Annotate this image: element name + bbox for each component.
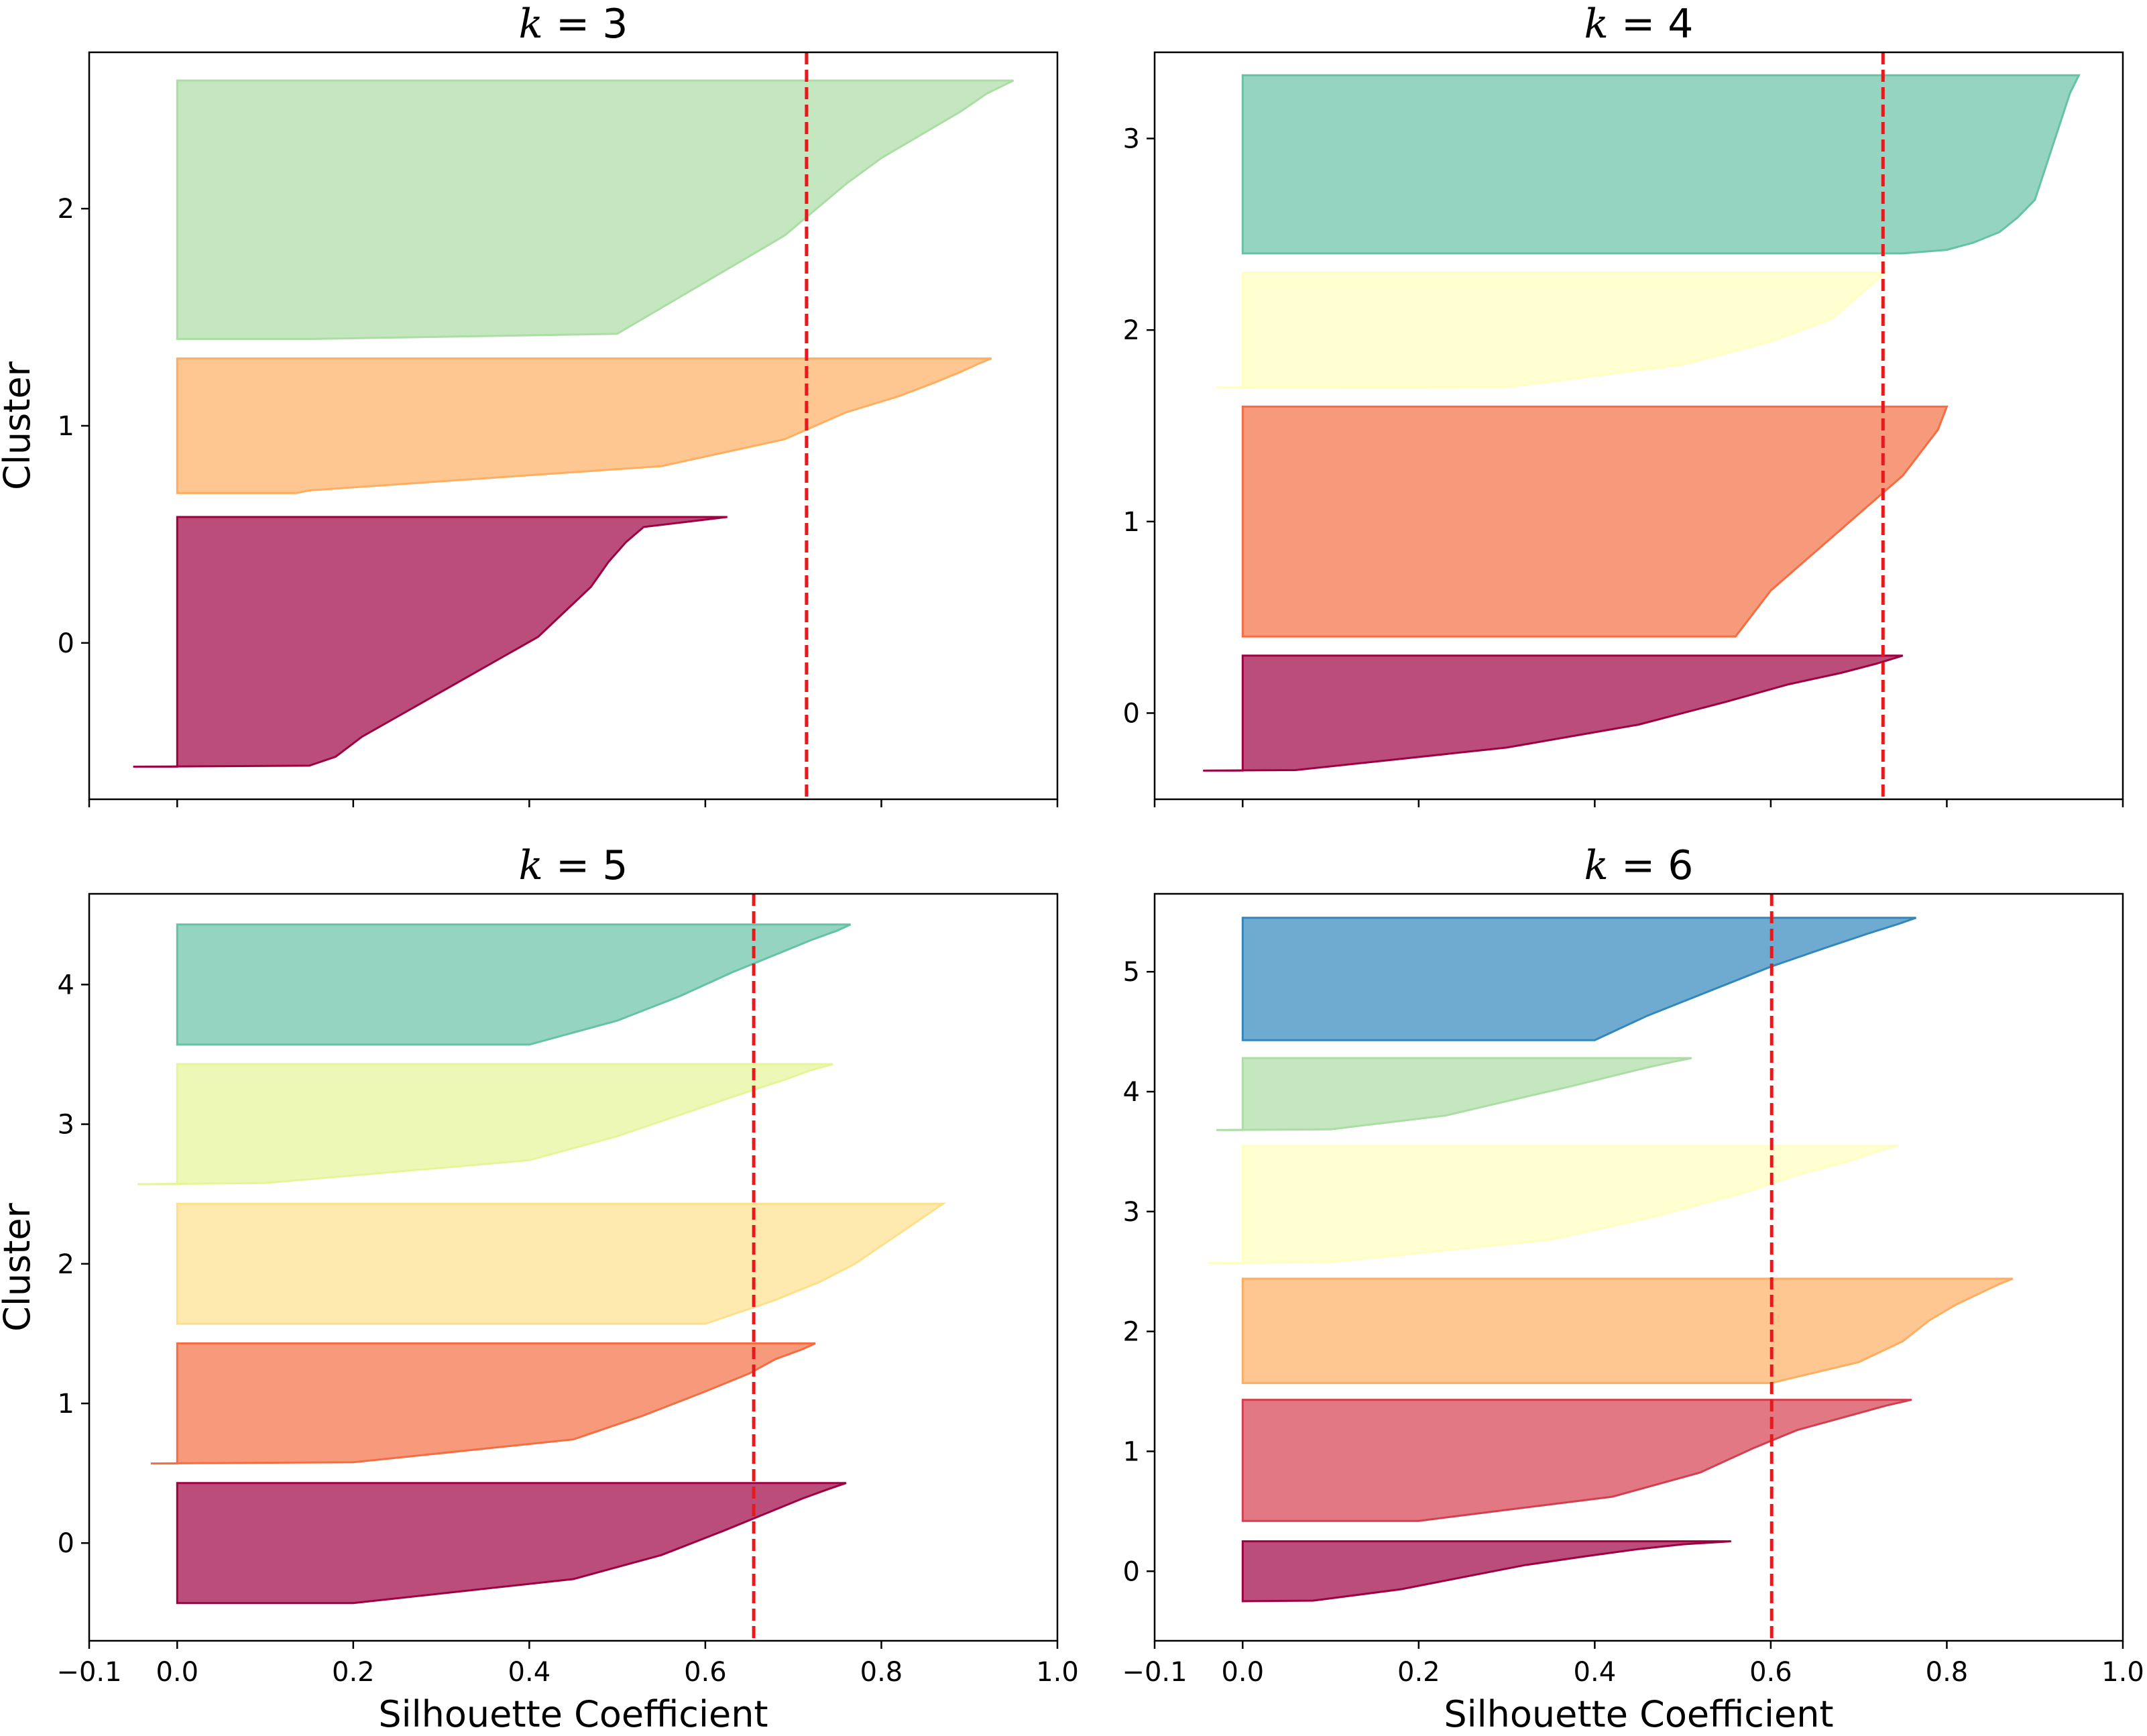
silhouette-band-cluster-5 — [1241, 917, 1916, 1041]
y-axis-title: Cluster — [0, 1202, 38, 1331]
silhouette-band-cluster-1 — [150, 1342, 816, 1465]
axes-frame — [88, 892, 1059, 1642]
y-tick-label: 1 — [58, 1389, 74, 1420]
x-tick-label: −0.1 — [56, 1657, 121, 1688]
panel-k3: 0 1 2 k = 3 Cluster — [0, 1, 1059, 807]
y-tick-label: 4 — [1123, 1077, 1140, 1108]
y-tick-label: 0 — [1123, 1556, 1140, 1587]
x-tick-label: 0.6 — [1749, 1657, 1792, 1688]
silhouette-band-cluster-0 — [176, 1482, 847, 1605]
x-axis-title: Silhouette Coefficient — [1444, 1693, 1833, 1735]
axes-frame — [1153, 892, 2124, 1642]
panel-title-number: 6 — [1668, 842, 1693, 889]
panel-title-number: 3 — [602, 1, 628, 48]
x-tick-label: 0.2 — [332, 1657, 375, 1688]
x-tick-label: 0.0 — [1221, 1657, 1264, 1688]
panel-title-equals: = — [1609, 1, 1668, 48]
y-tick-label: 4 — [58, 970, 74, 1000]
panel-title-equals: = — [543, 1, 602, 48]
x-tick-label: −0.1 — [1122, 1657, 1187, 1688]
y-tick-label: 3 — [1123, 124, 1140, 155]
panel-title-number: 5 — [602, 842, 628, 889]
x-tick-label: 0.0 — [156, 1657, 198, 1688]
silhouette-band-cluster-4 — [176, 923, 852, 1046]
x-tick-label: 1.0 — [2101, 1657, 2144, 1688]
panel-title-equals: = — [1609, 842, 1668, 889]
y-tick-label: 3 — [1123, 1197, 1140, 1228]
x-tick-label: 0.8 — [860, 1657, 903, 1688]
silhouette-band-cluster-1 — [1241, 405, 1949, 638]
y-tick-label: 0 — [1123, 698, 1140, 729]
panel-title: k = 4 — [1584, 1, 1694, 48]
silhouette-band-cluster-2 — [1241, 1277, 2014, 1385]
silhouette-band-cluster-3 — [1241, 74, 2081, 255]
panel-title-k: k — [519, 842, 543, 889]
panel-title: k = 5 — [519, 842, 628, 889]
silhouette-band-cluster-4 — [1216, 1057, 1692, 1131]
silhouette-band-cluster-3 — [1207, 1145, 1899, 1265]
silhouette-band-cluster-0 — [133, 516, 728, 768]
panel-title-k: k — [1584, 1, 1609, 48]
y-tick-label: 2 — [1123, 1317, 1140, 1348]
y-tick-label: 5 — [1123, 957, 1140, 988]
panel-k6: 0 1 2 3 4 5 −0.1 0.0 0.2 0.4 0.6 0.8 1.0 k = 6 Silhoue… — [1122, 842, 2144, 1735]
silhouette-band-cluster-3 — [137, 1063, 833, 1185]
y-tick-label: 1 — [58, 411, 74, 442]
panel-k4: 0 1 2 3 k = 4 — [1123, 1, 2124, 807]
panel-title-k: k — [519, 1, 543, 48]
y-tick-label: 0 — [58, 1528, 74, 1559]
panel-k5: 0 1 2 3 4 −0.1 0.0 0.2 0.4 0.6 0.8 1.0 k = 5 Silhouet… — [0, 842, 1079, 1735]
x-tick-label: 0.4 — [508, 1657, 551, 1688]
x-tick-label: 0.2 — [1397, 1657, 1440, 1688]
axes-frame — [1153, 51, 2124, 801]
silhouette-band-cluster-1 — [1241, 1399, 1912, 1522]
silhouette-band-cluster-2 — [1216, 272, 1888, 389]
x-tick-label: 0.4 — [1574, 1657, 1617, 1688]
panel-title-number: 4 — [1668, 1, 1693, 48]
x-tick-label: 0.8 — [1926, 1657, 1969, 1688]
panel-title-k: k — [1584, 842, 1609, 889]
y-tick-label: 1 — [1123, 507, 1140, 538]
y-tick-label: 2 — [58, 1249, 74, 1280]
y-tick-label: 2 — [1123, 315, 1140, 346]
silhouette-band-cluster-0 — [1241, 1540, 1731, 1603]
silhouette-band-cluster-1 — [176, 357, 992, 494]
panel-title-equals: = — [543, 842, 602, 889]
silhouette-band-cluster-2 — [176, 1202, 947, 1325]
panel-title: k = 6 — [1584, 842, 1694, 889]
y-tick-label: 1 — [1123, 1436, 1140, 1467]
y-axis-title: Cluster — [0, 361, 38, 489]
x-tick-label: 0.6 — [684, 1657, 727, 1688]
y-tick-label: 0 — [58, 628, 74, 659]
panel-title: k = 3 — [519, 1, 628, 48]
x-tick-label: 1.0 — [1036, 1657, 1079, 1688]
y-tick-label: 2 — [58, 194, 74, 225]
silhouette-band-cluster-2 — [176, 79, 1014, 340]
silhouette-band-cluster-0 — [1203, 654, 1904, 772]
y-tick-label: 3 — [58, 1110, 74, 1141]
x-axis-title: Silhouette Coefficient — [378, 1693, 768, 1735]
